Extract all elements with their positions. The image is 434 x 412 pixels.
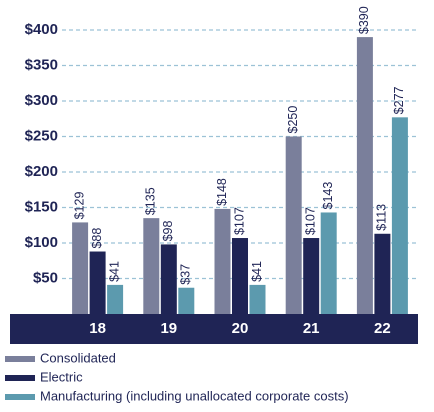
y-tick-label: $300 (25, 92, 58, 109)
value-label: $250 (286, 106, 300, 134)
value-label: $41 (250, 261, 264, 282)
bar (107, 284, 124, 314)
y-tick-label: $200 (25, 163, 58, 180)
legend-label: Electric (40, 369, 83, 384)
legend-swatch (5, 394, 35, 400)
value-label: $129 (72, 192, 86, 220)
value-label: $390 (357, 6, 371, 34)
bar (178, 287, 195, 314)
y-tick-label: $50 (33, 269, 58, 286)
bar (285, 136, 302, 314)
y-tick-label: $100 (25, 234, 58, 251)
bar (72, 222, 89, 314)
bar (374, 233, 391, 314)
value-label: $98 (161, 221, 175, 242)
value-label: $88 (90, 228, 104, 249)
bar (143, 218, 160, 314)
y-tick-label: $250 (25, 127, 58, 144)
bar (160, 244, 177, 314)
y-tick-label: $400 (25, 21, 58, 38)
legend-swatch (5, 356, 35, 362)
bar (356, 37, 373, 314)
bar (303, 238, 320, 314)
x-tick-label: 19 (160, 320, 177, 337)
value-label: $135 (144, 187, 158, 215)
x-tick-label: 22 (374, 320, 391, 337)
value-label: $107 (232, 207, 246, 235)
category-band (10, 314, 418, 344)
bar (391, 117, 408, 314)
bar (249, 284, 266, 314)
x-tick-label: 18 (89, 320, 106, 337)
value-label: $277 (392, 86, 406, 114)
bar (214, 208, 231, 314)
value-label: $41 (107, 261, 121, 282)
value-label: $107 (303, 207, 317, 235)
value-label: $113 (375, 204, 389, 231)
y-tick-label: $350 (25, 56, 58, 73)
value-label: $143 (321, 182, 335, 210)
bar (89, 251, 106, 314)
legend-label: Consolidated (40, 350, 116, 365)
y-tick-label: $150 (25, 198, 58, 215)
legend-swatch (5, 375, 35, 381)
legend-label: Manufacturing (including unallocated cor… (40, 388, 349, 403)
value-label: $148 (215, 178, 229, 206)
bar (320, 212, 337, 314)
bar (232, 238, 248, 314)
value-label: $37 (179, 264, 193, 285)
x-tick-label: 21 (303, 320, 320, 337)
x-tick-label: 20 (232, 320, 249, 337)
